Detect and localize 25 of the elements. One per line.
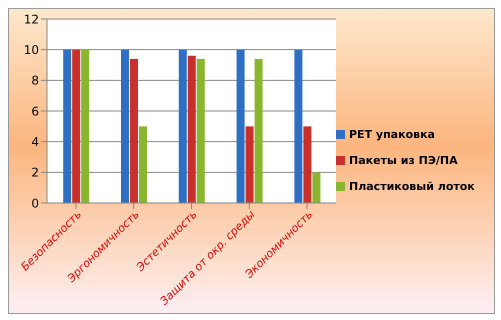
bar (312, 172, 320, 203)
bar (246, 126, 254, 203)
legend-label: Пакеты из ПЭ/ПА (349, 154, 458, 167)
bar (130, 58, 138, 203)
y-tick-label: 12 (24, 12, 39, 26)
y-tick-label: 8 (31, 74, 39, 88)
bar (188, 56, 196, 203)
bar (63, 50, 72, 203)
bar (236, 50, 245, 203)
bar (303, 126, 312, 203)
bar (138, 126, 147, 203)
legend-label: Пластиковый лоток (349, 180, 475, 193)
y-tick-label: 0 (31, 196, 39, 210)
bar (81, 50, 90, 203)
y-tick-label: 4 (31, 134, 39, 149)
bar (72, 50, 80, 203)
y-tick-label: 10 (24, 42, 39, 57)
bar (294, 50, 302, 203)
legend-label: PET упаковка (349, 128, 435, 141)
bar (196, 58, 205, 203)
bar (120, 50, 129, 203)
y-tick-label: 6 (31, 104, 39, 118)
bar (254, 58, 263, 203)
y-tick-label: 2 (31, 166, 39, 180)
bar (178, 50, 187, 203)
